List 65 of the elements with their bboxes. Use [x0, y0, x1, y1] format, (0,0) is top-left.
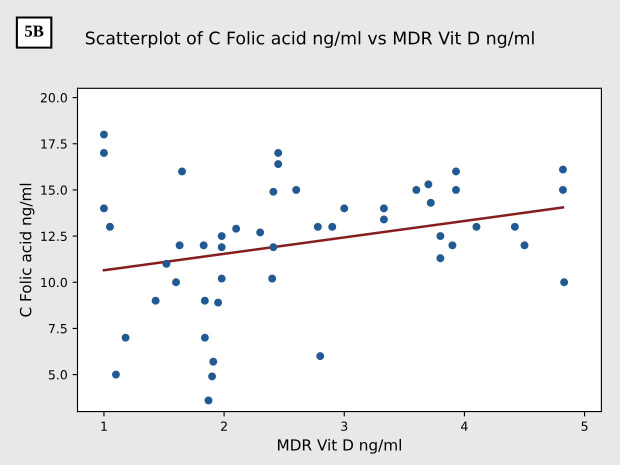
point — [314, 222, 322, 231]
point — [200, 241, 208, 250]
point — [426, 198, 435, 207]
y-tick-label: 15.0 — [41, 185, 67, 195]
point — [328, 222, 336, 231]
point — [380, 216, 388, 224]
point — [256, 228, 264, 236]
point — [436, 232, 444, 240]
point — [152, 296, 160, 305]
point — [558, 166, 567, 174]
point — [274, 149, 282, 157]
point — [100, 204, 108, 212]
point — [106, 222, 114, 231]
point — [560, 278, 568, 286]
point — [340, 204, 348, 212]
x-axis-title: MDR Vit D ng/ml — [278, 438, 401, 454]
point — [452, 186, 460, 194]
x-tick-label: 4 — [461, 422, 468, 431]
point — [112, 370, 120, 379]
y-tick-label: 20.0 — [40, 93, 67, 103]
point — [100, 130, 108, 138]
x-tick-label: 5 — [582, 422, 588, 431]
point — [200, 296, 209, 305]
point — [448, 241, 456, 250]
point — [558, 186, 567, 194]
point — [208, 372, 216, 380]
point — [452, 168, 460, 176]
text: 5B — [25, 26, 44, 37]
y-tick-label: 7.5 — [48, 324, 67, 334]
point — [178, 168, 186, 176]
point — [232, 224, 240, 233]
point — [218, 243, 226, 252]
y-tick-label: 5.0 — [48, 370, 67, 380]
x-tick-label: 2 — [221, 421, 227, 431]
point — [204, 396, 212, 404]
point — [269, 188, 278, 196]
point — [380, 204, 388, 212]
point — [218, 274, 226, 283]
point — [200, 334, 209, 342]
y-tick-label: 10.0 — [41, 278, 67, 288]
point — [162, 260, 170, 268]
point — [214, 298, 222, 307]
point — [520, 241, 528, 250]
point — [316, 352, 324, 360]
point — [292, 186, 300, 194]
point — [424, 180, 432, 188]
y-tick-label: 17.5 — [41, 139, 67, 149]
point — [122, 334, 130, 342]
point — [172, 278, 180, 286]
point — [100, 149, 108, 157]
point — [436, 254, 444, 262]
point — [268, 274, 276, 283]
x-tick-label: 3 — [341, 421, 348, 431]
x-tick-label: 1 — [101, 422, 107, 431]
point — [412, 186, 420, 194]
point — [209, 358, 218, 366]
chart-title: Scatterplot of C Folic acid ng/ml vs MDR Vit D ng/ml — [86, 31, 534, 48]
point — [510, 222, 519, 231]
point — [269, 243, 278, 252]
point — [472, 222, 480, 231]
y-tick-label: 12.5 — [41, 232, 67, 242]
point — [274, 160, 282, 168]
point — [176, 241, 184, 250]
y-axis-title: C Folic acid ng/ml — [20, 184, 34, 317]
point — [218, 232, 226, 240]
